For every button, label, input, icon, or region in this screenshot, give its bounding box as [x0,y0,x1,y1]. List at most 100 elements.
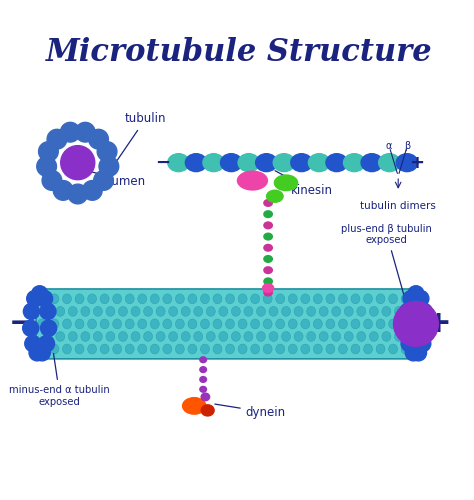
Circle shape [97,142,117,162]
Ellipse shape [131,332,140,342]
Ellipse shape [263,294,272,304]
Ellipse shape [63,294,72,304]
Ellipse shape [175,294,184,304]
Ellipse shape [226,294,235,304]
Circle shape [99,156,118,176]
Ellipse shape [364,344,373,354]
Ellipse shape [88,319,97,329]
Ellipse shape [88,294,97,304]
Ellipse shape [294,306,303,316]
Ellipse shape [361,154,383,172]
Ellipse shape [231,306,240,316]
Ellipse shape [199,356,207,364]
Ellipse shape [357,332,366,342]
Ellipse shape [156,306,165,316]
Ellipse shape [75,344,84,354]
Ellipse shape [93,332,102,342]
Ellipse shape [43,306,52,316]
Circle shape [36,290,53,306]
Ellipse shape [68,306,77,316]
Ellipse shape [344,306,353,316]
Ellipse shape [118,306,128,316]
Circle shape [89,130,109,149]
Ellipse shape [188,344,197,354]
Text: dynein: dynein [215,404,286,418]
Ellipse shape [88,344,97,354]
Ellipse shape [263,319,272,329]
Ellipse shape [188,294,197,304]
Ellipse shape [276,294,285,304]
Ellipse shape [163,344,172,354]
Ellipse shape [266,190,284,203]
Ellipse shape [251,344,260,354]
Circle shape [82,180,102,201]
Ellipse shape [150,344,159,354]
Circle shape [53,180,73,201]
Ellipse shape [118,332,128,342]
Ellipse shape [100,294,109,304]
Ellipse shape [43,332,52,342]
Circle shape [23,320,39,336]
Ellipse shape [113,294,122,304]
Ellipse shape [369,306,378,316]
Ellipse shape [93,306,102,316]
Circle shape [25,336,41,351]
Ellipse shape [199,376,207,383]
Ellipse shape [273,154,295,172]
Ellipse shape [338,294,347,304]
Ellipse shape [256,306,265,316]
Ellipse shape [263,244,273,252]
Ellipse shape [201,344,210,354]
Ellipse shape [389,294,398,304]
Ellipse shape [106,306,115,316]
Text: tubulin dimers: tubulin dimers [360,200,436,210]
Text: −: − [9,310,35,338]
Ellipse shape [203,154,224,172]
Ellipse shape [131,306,140,316]
Ellipse shape [37,344,46,354]
Ellipse shape [288,294,297,304]
Ellipse shape [138,344,147,354]
Ellipse shape [379,154,400,172]
Ellipse shape [307,306,316,316]
Ellipse shape [182,397,207,415]
Ellipse shape [50,294,59,304]
Ellipse shape [237,170,268,190]
Ellipse shape [376,344,385,354]
Text: β: β [404,140,410,150]
Ellipse shape [351,344,360,354]
Ellipse shape [301,319,310,329]
Circle shape [42,170,62,190]
Ellipse shape [63,319,72,329]
Ellipse shape [144,332,153,342]
Ellipse shape [407,332,416,342]
Circle shape [34,344,50,361]
Ellipse shape [291,154,312,172]
Ellipse shape [188,319,197,329]
Ellipse shape [175,319,184,329]
Ellipse shape [163,319,172,329]
Ellipse shape [56,306,65,316]
Ellipse shape [326,294,335,304]
Ellipse shape [251,319,260,329]
Ellipse shape [288,319,297,329]
Ellipse shape [81,332,90,342]
Ellipse shape [244,306,253,316]
Circle shape [417,320,433,336]
Circle shape [393,302,438,346]
Ellipse shape [144,306,153,316]
Circle shape [94,170,113,190]
Ellipse shape [244,332,253,342]
Ellipse shape [37,294,46,304]
Ellipse shape [150,319,159,329]
Text: +: + [410,154,424,172]
Ellipse shape [113,344,122,354]
Ellipse shape [301,344,310,354]
Text: tubulin: tubulin [107,112,166,176]
Text: Microtubule Structure: Microtubule Structure [46,37,432,68]
Ellipse shape [369,332,378,342]
Ellipse shape [319,306,328,316]
Ellipse shape [396,154,418,172]
Ellipse shape [156,332,165,342]
Ellipse shape [332,332,341,342]
